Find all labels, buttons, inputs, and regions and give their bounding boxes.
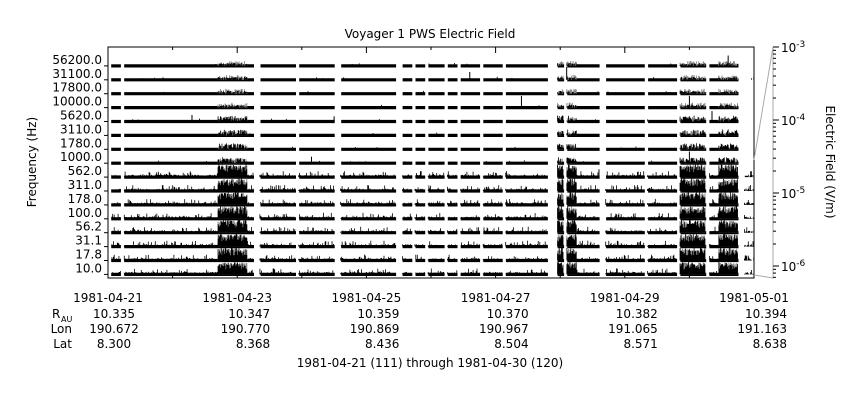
- y-tick-label: 56200.0: [52, 53, 102, 67]
- channel-row-3110.0: [111, 129, 739, 137]
- channel-row-5620.0: [111, 111, 739, 124]
- y-tick-label: 31.1: [75, 234, 102, 248]
- y-tick-label: 3110.0: [60, 122, 102, 136]
- lat-value: 8.300: [97, 337, 131, 351]
- y-tick-label: 562.0: [68, 164, 102, 178]
- emission-ticks: [112, 192, 755, 205]
- r-au-value: 10.370: [487, 307, 529, 321]
- x-tick-label: 1981-04-25: [332, 291, 402, 305]
- y2-connector: [753, 46, 774, 279]
- r-au-value: 10.335: [93, 307, 135, 321]
- channel-row-31.1: [111, 233, 755, 249]
- emission-ticks: [111, 178, 754, 191]
- channel-row-10.0: [111, 261, 755, 276]
- y2-tick-label: 10-5: [781, 186, 805, 201]
- channel-row-31100.0: [111, 66, 755, 82]
- channel-panel: [111, 55, 755, 276]
- x-tick-label: 1981-04-29: [590, 291, 660, 305]
- x-tick-label: 1981-04-27: [461, 291, 531, 305]
- x-tick-label: 1981-04-23: [202, 291, 272, 305]
- emission-ticks: [132, 115, 738, 122]
- emission-ticks: [134, 90, 738, 94]
- lon-value: 190.967: [479, 322, 529, 336]
- y-tick-label: 17.8: [75, 248, 102, 262]
- y-tick-label: 5620.0: [60, 109, 102, 123]
- emission-ticks: [112, 261, 755, 275]
- lat-value: 8.638: [753, 337, 787, 351]
- electric-field-axis: 10-3 10-4 10-5 10-6: [753, 40, 806, 279]
- ephemeris-label-lat: Lat: [53, 337, 72, 351]
- y2-tick-label: 10-6: [781, 259, 806, 274]
- emission-ticks: [176, 104, 738, 108]
- ephemeris-label-r: R: [52, 307, 60, 321]
- y-tick-label: 311.0: [68, 178, 102, 192]
- ephemeris-label-lon: Lon: [51, 322, 72, 336]
- lon-value: 190.770: [221, 322, 271, 336]
- y-tick-label: 178.0: [68, 192, 102, 206]
- channel-row-100.0: [111, 205, 755, 221]
- y-tick-label: 100.0: [68, 206, 102, 220]
- y-tick-label: 31100.0: [52, 67, 102, 81]
- frequency-tick-labels: 56200.031100.017800.010000.05620.03110.0…: [52, 53, 108, 275]
- lat-value: 8.368: [236, 337, 270, 351]
- lat-value: 8.436: [365, 337, 399, 351]
- channel-row-56.2: [111, 219, 755, 235]
- emission-ticks: [111, 247, 755, 261]
- chart-title: Voyager 1 PWS Electric Field: [345, 27, 516, 41]
- channel-row-10000.0: [111, 95, 739, 110]
- r-au-value: 10.359: [357, 307, 399, 321]
- lon-value: 190.869: [350, 322, 400, 336]
- channel-row-562.0: [111, 164, 755, 179]
- lat-value: 8.504: [494, 337, 528, 351]
- channel-row-178.0: [111, 192, 755, 207]
- lat-value: 8.571: [623, 337, 657, 351]
- emission-ticks: [185, 129, 738, 136]
- y-tick-label: 1000.0: [60, 150, 102, 164]
- x-tick-label: 1981-04-21: [73, 291, 143, 305]
- time-axis: 1981-04-21 1981-04-23 1981-04-25 1981-04-27…: [73, 47, 789, 305]
- channel-row-17.8: [111, 247, 755, 263]
- y-tick-label: 56.2: [75, 220, 102, 234]
- emission-ticks: [111, 219, 755, 233]
- r-au-value: 10.347: [228, 307, 270, 321]
- x-axis-caption: 1981-04-21 (111) through 1981-04-30 (120…: [297, 356, 563, 370]
- emission-ticks: [217, 143, 738, 150]
- ephemeris-values: 10.335 10.347 10.359 10.370 10.382 10.394 190.…: [89, 307, 787, 351]
- ephemeris-labels: R AU Lon Lat: [51, 307, 73, 351]
- r-au-value: 10.394: [745, 307, 787, 321]
- ephemeris-label-r-sub: AU: [61, 315, 72, 324]
- emission-ticks: [158, 157, 738, 164]
- y2-axis-label: Electric Field (V/m): [823, 105, 837, 218]
- emission-ticks: [111, 205, 755, 219]
- lon-value: 191.065: [608, 322, 658, 336]
- y-tick-label: 10000.0: [52, 95, 102, 109]
- emission-ticks: [111, 164, 755, 178]
- y-tick-label: 17800.0: [52, 81, 102, 95]
- y-axis-label: Frequency (Hz): [25, 117, 39, 208]
- y2-tick-label: 10-4: [781, 113, 806, 128]
- emission-ticks: [111, 233, 755, 247]
- r-au-value: 10.382: [616, 307, 658, 321]
- channel-row-1780.0: [111, 143, 739, 151]
- lon-value: 190.672: [89, 322, 139, 336]
- y2-tick-label: 10-3: [781, 40, 805, 55]
- y-tick-label: 1780.0: [60, 136, 102, 150]
- x-tick-label: 1981-05-01: [719, 291, 789, 305]
- lon-value: 191.163: [737, 322, 787, 336]
- emission-ticks: [119, 76, 755, 80]
- emission-ticks: [184, 62, 738, 66]
- channel-row-311.0: [111, 178, 754, 193]
- channel-row-1000.0: [111, 151, 739, 165]
- channel-row-17800.0: [111, 88, 739, 96]
- y-tick-label: 10.0: [75, 261, 102, 275]
- channel-row-56200.0: [111, 55, 739, 68]
